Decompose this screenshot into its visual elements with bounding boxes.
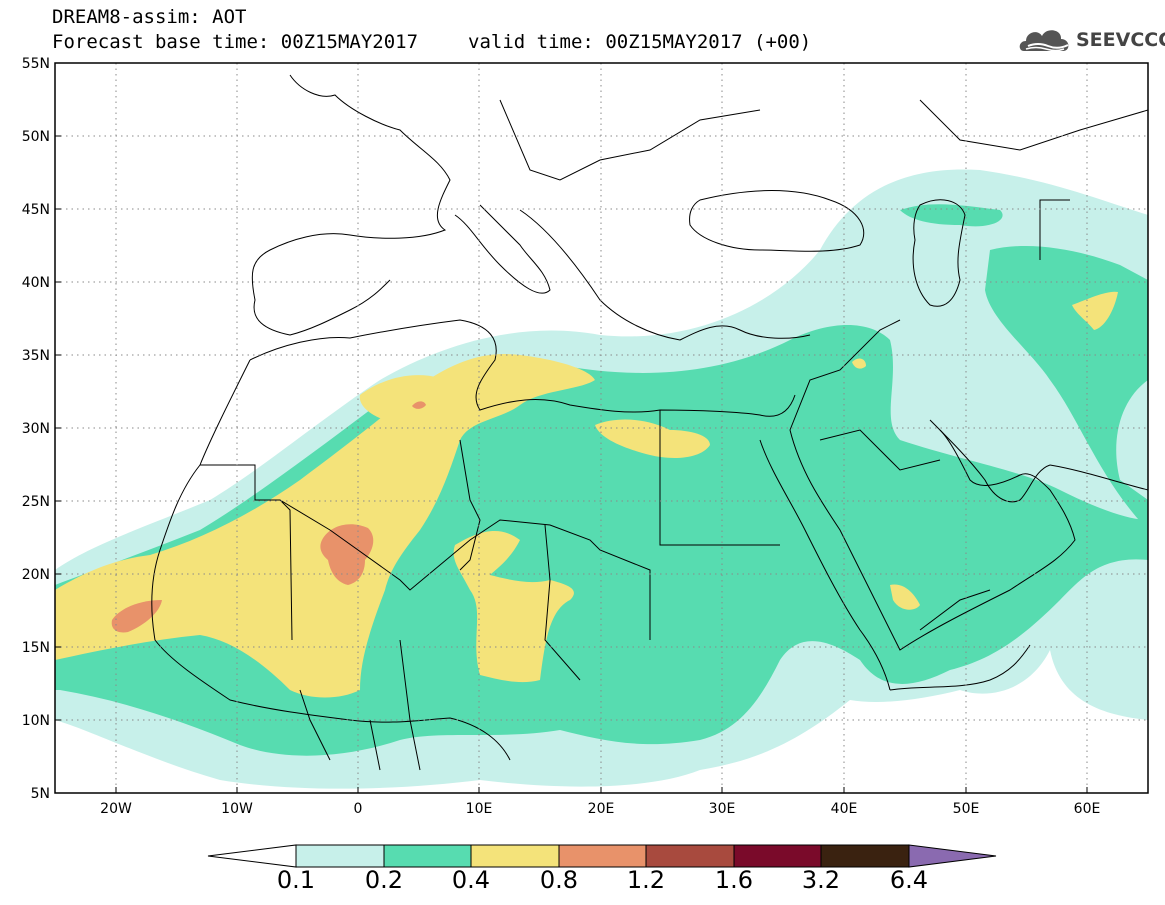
lat-label: 30N (22, 421, 50, 437)
border-14 (919, 99, 1148, 151)
border-1 (200, 464, 293, 641)
aot-field (55, 169, 1148, 789)
colorbar-label: 0.1 (276, 866, 316, 894)
border-12 (399, 639, 421, 771)
lat-label: 55N (22, 56, 50, 72)
lon-label: 10E (466, 801, 493, 817)
colorbar-swatch (295, 844, 385, 868)
italy-coast (454, 204, 551, 294)
border-10 (299, 689, 331, 761)
time-info: Forecast base time: 00Z15MAY2017 valid ti… (52, 31, 811, 53)
colorbar-label: 0.4 (451, 866, 491, 894)
map-grid (55, 63, 1148, 793)
red-sea-coast (759, 439, 891, 691)
border-11 (369, 719, 381, 771)
aot-band-0.4-tunisia (359, 375, 450, 437)
lon-label: 30E (709, 801, 736, 817)
arabia-coast (789, 429, 1076, 651)
lat-label: 35N (22, 348, 50, 364)
lon-label: 50E (953, 801, 980, 817)
border-5 (659, 410, 780, 546)
colorbar-label: 6.4 (889, 866, 929, 894)
europe-coast (251, 74, 451, 336)
latitude-labels: 55N 50N 45N 40N 35N 30N 25N 20N 15N 10N … (22, 56, 50, 802)
aot-band-0.4-arabia (890, 584, 920, 610)
logo-text: SEEVCCC (1076, 29, 1165, 51)
lat-label: 25N (22, 494, 50, 510)
border-8 (919, 589, 991, 631)
lon-label: 20W (100, 801, 132, 817)
aot-band-0.8-senegal (111, 600, 162, 633)
lat-label: 50N (22, 129, 50, 145)
border-9 (1039, 199, 1070, 260)
colorbar-label: 0.8 (539, 866, 579, 894)
aot-band-0.4-iraq (852, 358, 866, 369)
black-sea-coast (689, 190, 865, 252)
border-6 (789, 319, 901, 431)
lat-label: 45N (22, 202, 50, 218)
colorbar-swatch (470, 844, 560, 868)
colorbar-label: 3.2 (801, 866, 841, 894)
horn-coast (889, 644, 1031, 691)
aot-band-0.4-libya (595, 419, 710, 458)
lon-label: 40E (831, 801, 858, 817)
axis-ticks (55, 62, 1088, 794)
lat-label: 15N (22, 640, 50, 656)
caspian-coast (912, 199, 966, 307)
seevccc-logo: SEEVCCC (1018, 22, 1165, 58)
cloud-icon (1019, 30, 1069, 52)
aot-band-0.8-mali (320, 524, 374, 585)
colorbar-swatch (645, 844, 735, 868)
colorbar-swatch (558, 844, 647, 868)
lon-label: 0 (354, 801, 363, 817)
lon-label: 60E (1074, 801, 1101, 817)
base-time: Forecast base time: 00Z15MAY2017 (52, 31, 419, 53)
balkan-coast (519, 209, 811, 341)
lon-label: 20E (588, 801, 615, 817)
lat-label: 20N (22, 567, 50, 583)
colorbar-right-arrow (908, 844, 997, 868)
lat-label: 10N (22, 713, 50, 729)
lat-label: 5N (31, 786, 50, 802)
aot-band-0.8-algeria (412, 401, 426, 409)
aot-band-0.4-chad (453, 530, 574, 683)
colorbar-swatch (820, 844, 910, 868)
border-13 (499, 99, 761, 181)
border-2 (279, 499, 651, 640)
map-title: DREAM8-assim: AOT (52, 6, 247, 28)
lat-label: 40N (22, 275, 50, 291)
colorbar-swatch (383, 844, 472, 868)
persia-coast (1049, 464, 1148, 491)
north-africa-coast (249, 319, 796, 417)
longitude-labels: 20W 10W 0 10E 20E 30E 40E 50E 60E (100, 801, 1100, 817)
border-7 (819, 429, 941, 471)
colorbar-label: 1.2 (626, 866, 666, 894)
aot-band-0.4-iran (1072, 291, 1118, 330)
gulf-coast (929, 419, 1051, 503)
border-3 (459, 439, 481, 571)
border-4 (544, 524, 581, 681)
aot-band-0.2-caspian (900, 204, 1003, 227)
colorbar-label: 1.6 (714, 866, 754, 894)
colorbar-left-arrow (207, 844, 297, 868)
aot-band-0.4 (55, 354, 595, 698)
colorbar-label: 0.2 (364, 866, 404, 894)
valid-time: valid time: 00Z15MAY2017 (+00) (468, 31, 812, 53)
colorbar-swatch (733, 844, 822, 868)
lon-label: 10W (221, 801, 253, 817)
